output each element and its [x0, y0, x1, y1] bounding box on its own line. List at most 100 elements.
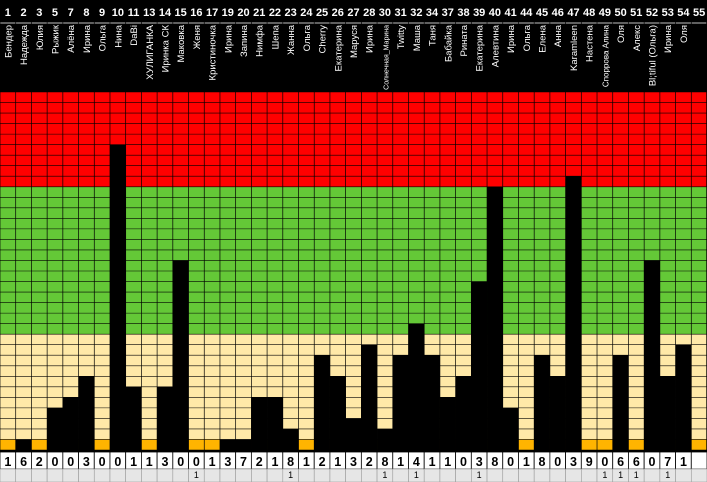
participant-number: 25: [316, 7, 328, 19]
participant-number: 31: [395, 7, 407, 19]
bar: [549, 376, 566, 450]
participant-number: 30: [379, 7, 391, 19]
bonus-cell: [502, 468, 519, 482]
bonus-cell: [361, 468, 378, 482]
score-label: 3: [476, 455, 483, 469]
participant-name: Алёна: [66, 24, 77, 52]
participant-name: Bl;tiful (Ольга): [648, 25, 659, 86]
bar: [172, 260, 189, 450]
score-label: 3: [83, 455, 90, 469]
bonus-cell: [565, 468, 582, 482]
participant-name: Karamleen: [569, 25, 580, 71]
score-label: 6: [617, 455, 624, 469]
bar: [439, 397, 456, 450]
score-label: 1: [680, 455, 687, 469]
bar: [157, 386, 173, 450]
score-label: 4: [413, 455, 420, 469]
bonus-cell: [298, 468, 315, 482]
bonus-cell: [46, 468, 64, 482]
score-label: 6: [633, 455, 640, 469]
bonus-cell: [78, 468, 95, 482]
participant-name: Кристиночка: [208, 24, 219, 80]
participant-number: 15: [175, 7, 187, 19]
participant-number: 51: [630, 7, 642, 19]
participant-name: Елена: [538, 24, 549, 52]
bonus-cell: [581, 468, 598, 482]
participant-number: 54: [677, 7, 690, 19]
bar: [109, 144, 126, 450]
bonus-cell: [675, 468, 692, 482]
participant-number: 7: [68, 7, 74, 19]
bonus-cell: [690, 468, 707, 482]
bar: [565, 176, 582, 450]
score-label: 0: [114, 455, 121, 469]
participant-number: 44: [520, 7, 533, 19]
bonus-cell: [533, 468, 551, 482]
participant-number: 21: [253, 7, 265, 19]
bonus-label: 1: [602, 470, 607, 480]
participant-name: Алевтина: [490, 24, 501, 67]
participant-number: 23: [285, 7, 297, 19]
participant-name: Таня: [428, 25, 439, 46]
bonus-label: 1: [477, 470, 482, 480]
score-label: 0: [177, 455, 184, 469]
bonus-cell: [345, 468, 362, 482]
bar: [534, 355, 550, 450]
score-label: 8: [491, 455, 498, 469]
participant-name: Маковка: [176, 24, 187, 62]
score-label: 0: [649, 455, 656, 469]
bonus-cell: [439, 468, 456, 482]
bar: [251, 397, 268, 450]
score-label: 6: [20, 455, 27, 469]
score-label: 0: [67, 455, 74, 469]
score-label: 1: [303, 455, 310, 469]
bars: [15, 144, 692, 450]
score-label: 0: [460, 455, 467, 469]
bonus-cell: [392, 468, 409, 482]
participant-number: 34: [426, 7, 439, 19]
score-label: 9: [586, 455, 593, 469]
participant-number: 53: [662, 7, 674, 19]
score-label: 1: [130, 455, 137, 469]
bonus-cell: [486, 468, 504, 482]
participant-number: 41: [504, 7, 516, 19]
bar: [345, 418, 362, 450]
participant-number: 45: [536, 7, 548, 19]
bar: [62, 397, 79, 450]
bar: [377, 428, 393, 450]
participant-number: 16: [190, 7, 202, 19]
score-label: 1: [429, 455, 436, 469]
participant-number: 26: [332, 7, 344, 19]
participant-name: Шепа: [270, 24, 281, 49]
score-label: 7: [240, 455, 247, 469]
participant-number: 37: [442, 7, 454, 19]
participant-number: 38: [457, 7, 469, 19]
participant-name: Екатерина: [475, 24, 486, 71]
score-label: 1: [523, 455, 530, 469]
score-label: 1: [334, 455, 341, 469]
bonus-label: 1: [634, 470, 639, 480]
participant-number: 22: [269, 7, 281, 19]
participant-name: Юлия: [35, 25, 46, 50]
bar: [78, 376, 95, 450]
participant-name: Бабайка: [443, 24, 454, 62]
participant-name: Алекс: [632, 25, 643, 51]
participant-number: 27: [347, 7, 359, 19]
participant-number: 10: [112, 7, 124, 19]
bar: [235, 439, 252, 450]
participant-name: Ольга: [302, 24, 313, 51]
bonus-cell: [15, 468, 32, 482]
participant-name: DaBi: [129, 25, 140, 46]
score-label: 2: [36, 455, 43, 469]
bar: [392, 355, 409, 450]
participant-name: Оля: [679, 25, 690, 43]
bonus-cell: [93, 468, 111, 482]
participant-name: Ирина: [223, 24, 234, 53]
score-label: 8: [287, 455, 294, 469]
bonus-cell: [235, 468, 252, 482]
participant-number: 28: [363, 7, 375, 19]
bar: [424, 355, 440, 450]
participant-name: Маруся: [349, 25, 360, 58]
zone-band-3: [0, 92, 707, 187]
bonus-cell: [313, 468, 331, 482]
